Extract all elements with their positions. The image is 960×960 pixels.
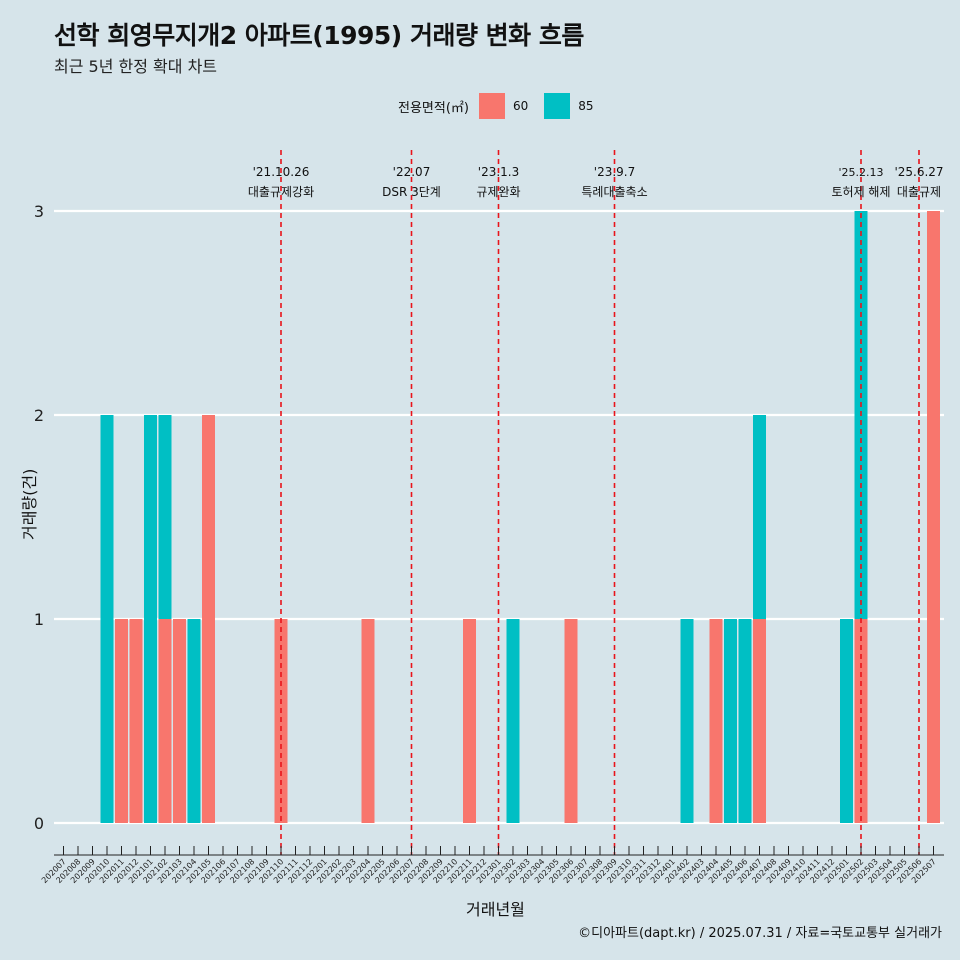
bar — [506, 619, 520, 823]
bar — [709, 619, 723, 823]
y-tick-label: 0 — [34, 814, 44, 833]
bar — [927, 211, 940, 823]
annotation-date: '23.1.3 — [478, 165, 519, 179]
legend-label-60: 60 — [512, 99, 529, 113]
bar — [724, 619, 737, 823]
y-tick-label: 3 — [34, 202, 44, 221]
bar — [100, 415, 114, 823]
annotation-date: '22.07 — [393, 165, 431, 179]
bar — [840, 619, 853, 823]
annotation-label: 토허제 해제 — [831, 185, 890, 199]
bar — [463, 619, 476, 823]
bar — [173, 619, 186, 823]
bar — [144, 415, 157, 823]
annotation-date: '25.2.13 — [838, 166, 883, 179]
bar — [129, 619, 143, 823]
annotation-date: '23.9.7 — [594, 165, 635, 179]
annotation-label: DSR 3단계 — [382, 185, 441, 199]
legend-label-85: 85 — [578, 99, 594, 113]
y-tick-label: 2 — [34, 406, 44, 425]
legend-key-60 — [478, 93, 505, 119]
bar — [753, 619, 766, 823]
annotation-label: 특례대출축소 — [581, 185, 647, 199]
annotation-label: 대출규제 — [897, 185, 941, 199]
bar — [680, 619, 694, 823]
annotation-date: '25.6.27 — [894, 165, 943, 179]
annotation-date: '21.10.26 — [253, 165, 310, 179]
bar — [202, 415, 215, 823]
bar — [361, 619, 375, 823]
chart-title: 선학 희영무지개2 아파트(1995) 거래량 변화 흐름 — [54, 21, 584, 50]
annotation-label: 대출규제강화 — [248, 185, 314, 199]
bar — [753, 415, 766, 619]
bar — [187, 619, 201, 823]
legend: 전용면적(㎡) 60 85 — [398, 93, 610, 119]
bar — [158, 619, 172, 823]
bar — [564, 619, 578, 823]
bar — [115, 619, 128, 823]
bar — [158, 415, 172, 619]
chart-subtitle: 최근 5년 한정 확대 차트 — [54, 57, 218, 76]
legend-title: 전용면적(㎡) — [398, 100, 469, 116]
bar — [738, 619, 752, 823]
legend-key-85 — [544, 93, 571, 119]
y-axis-label: 거래량(건) — [20, 468, 39, 540]
caption: ©디아파트(dapt.kr) / 2025.07.31 / 자료=국토교통부 실… — [578, 926, 942, 941]
annotation-label: 규제완화 — [476, 185, 520, 199]
x-axis-label: 거래년월 — [466, 900, 525, 919]
y-tick-label: 1 — [34, 610, 44, 629]
